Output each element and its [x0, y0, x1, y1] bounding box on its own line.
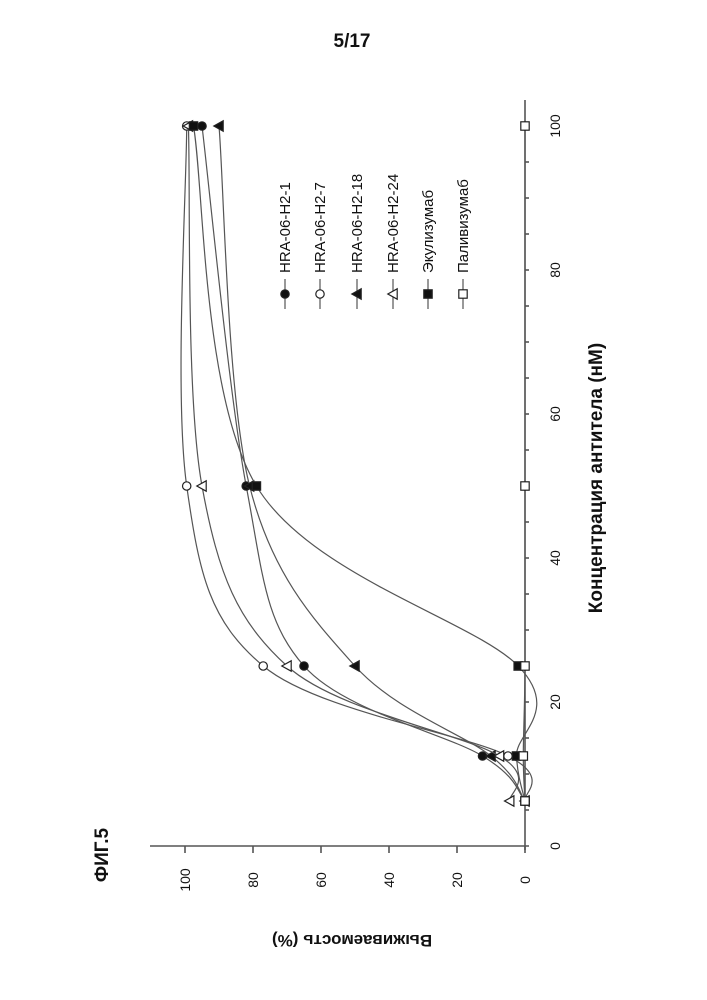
x-tick-label: 80	[547, 262, 563, 278]
data-point	[503, 794, 515, 808]
page-number: 5/17	[334, 31, 371, 52]
legend-marker	[280, 289, 290, 299]
data-point	[518, 751, 529, 761]
legend-item: Экулизумаб	[420, 190, 437, 309]
legend-item: Паливизумаб	[455, 179, 472, 309]
data-point	[348, 659, 360, 673]
series-Паливизумаб	[518, 121, 530, 806]
data-point	[188, 121, 199, 131]
legend-label: HRA-06-H2-1	[277, 182, 294, 273]
x-tick-label: 0	[547, 842, 563, 850]
legend-marker	[386, 287, 398, 301]
x-tick-label: 100	[547, 114, 563, 138]
series-line	[218, 125, 526, 802]
x-tick-label: 20	[547, 694, 563, 710]
data-point	[212, 119, 224, 133]
y-axis-label: Выживаемость (%)	[272, 931, 432, 950]
legend-item: HRA-06-H2-24	[385, 174, 402, 309]
y-tick-label: 20	[449, 872, 465, 888]
legend-item: HRA-06-H2-18	[349, 174, 366, 309]
y-tick-label: 100	[177, 868, 193, 892]
x-tick-label: 40	[547, 550, 563, 566]
legend-label: HRA-06-H2-18	[349, 174, 366, 273]
legend-marker	[458, 289, 468, 299]
data-point	[520, 121, 530, 131]
data-point	[251, 481, 262, 491]
data-point	[197, 121, 207, 131]
series-HRA-06-H2-18	[212, 119, 530, 808]
x-axis-label: Концентрация антитела (нМ)	[586, 343, 607, 613]
figure-label: ФИГ.5	[92, 828, 113, 883]
data-point	[299, 661, 309, 671]
data-point	[520, 796, 530, 806]
data-point	[258, 661, 268, 671]
data-point	[520, 481, 530, 491]
legend-item: HRA-06-H2-7	[312, 182, 329, 309]
y-tick-label: 40	[381, 872, 397, 888]
legend-item: HRA-06-H2-1	[277, 182, 294, 309]
data-point	[195, 479, 207, 493]
x-tick-label: 60	[547, 406, 563, 422]
data-point	[280, 659, 292, 673]
data-point	[493, 749, 505, 763]
y-tick-label: 80	[245, 872, 261, 888]
legend-label: HRA-06-H2-24	[385, 174, 402, 273]
y-tick-label: 60	[313, 872, 329, 888]
legend-label: HRA-06-H2-7	[312, 182, 329, 273]
y-tick-label: 0	[517, 876, 533, 884]
legend-marker	[315, 289, 325, 299]
legend-label: Экулизумаб	[420, 190, 437, 273]
data-point	[520, 661, 530, 671]
legend-marker	[350, 287, 362, 301]
legend-label: Паливизумаб	[455, 179, 472, 273]
data-point	[181, 481, 192, 491]
legend-marker	[423, 289, 433, 299]
